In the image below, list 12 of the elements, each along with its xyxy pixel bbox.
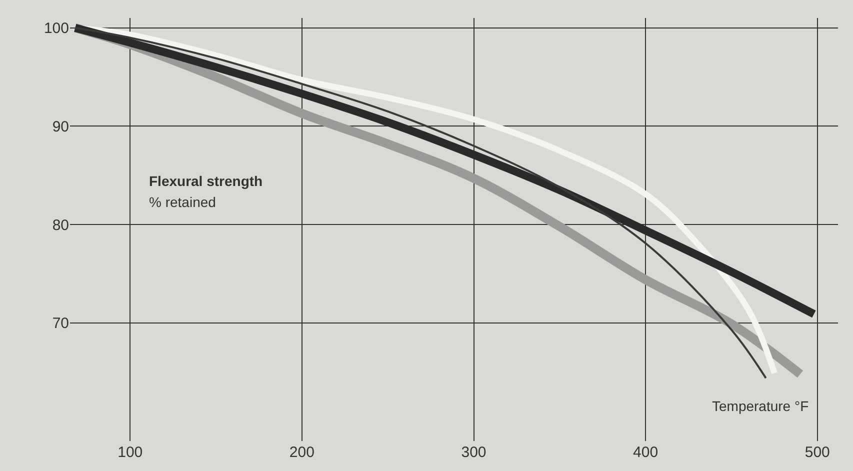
x-tick-label: 400 — [633, 444, 658, 461]
y-tick-label: 90 — [52, 118, 69, 136]
x-axis-title: Temperature °F — [712, 398, 809, 414]
y-tick-label: 100 — [44, 20, 69, 38]
annotation: % retained — [149, 194, 216, 210]
x-tick-label: 500 — [804, 444, 830, 461]
x-tick-label: 100 — [118, 444, 143, 461]
x-tick-label: 200 — [289, 444, 314, 461]
y-tick-label: 80 — [52, 216, 69, 234]
annotation: Flexural strength — [149, 173, 263, 189]
x-tick-label: 300 — [461, 444, 486, 461]
y-tick-label: 70 — [52, 315, 69, 332]
